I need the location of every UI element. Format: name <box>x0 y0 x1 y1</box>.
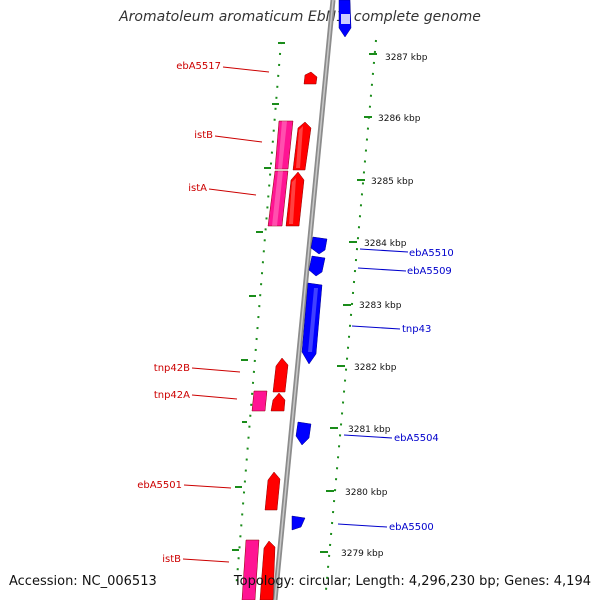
gene-tnp42A[interactable] <box>270 392 286 412</box>
kbp-label: 3282 kbp <box>354 363 397 373</box>
kbp-label: 3281 kbp <box>348 425 391 435</box>
kbp-labels: 3287 kbp 3286 kbp 3285 kbp 3284 kbp 3283… <box>341 53 428 559</box>
right-tick-track <box>325 39 377 591</box>
gene-highlights <box>272 121 318 352</box>
kbp-label: 3279 kbp <box>341 549 384 559</box>
forward-leader-lines <box>182 66 270 563</box>
gene-ebA5510[interactable] <box>310 236 328 255</box>
gene-label-ebA5500[interactable]: ebA5500 <box>389 522 434 533</box>
gene-istB-upper-repeat[interactable] <box>274 120 294 170</box>
kbp-label: 3285 kbp <box>371 177 414 187</box>
kbp-label: 3284 kbp <box>364 239 407 249</box>
gene-ebA5509[interactable] <box>308 255 326 277</box>
reverse-strand-genes <box>291 0 352 531</box>
gene-tnp42B[interactable] <box>272 357 289 393</box>
gene-ebA5517[interactable] <box>303 71 318 85</box>
accession-text: Accession: NC_006513 <box>9 574 157 589</box>
kbp-label: 3280 kbp <box>345 488 388 498</box>
forward-strand-genes <box>241 71 318 600</box>
gene-label-tnp42A[interactable]: tnp42A <box>154 390 190 401</box>
gene-label-tnp42B[interactable]: tnp42B <box>154 363 190 374</box>
gene-istB-upper[interactable] <box>292 121 312 171</box>
gene-ebA5501[interactable] <box>264 471 281 511</box>
gene-istA[interactable] <box>285 171 305 227</box>
left-major-ticks <box>232 42 285 551</box>
kbp-label: 3287 kbp <box>385 53 428 63</box>
gene-istB-lower-repeat[interactable] <box>241 539 260 600</box>
kbp-label: 3283 kbp <box>359 301 402 311</box>
gene-ebA5500[interactable] <box>291 515 306 531</box>
map-title: Aromatoleum aromaticum EbN1, complete ge… <box>119 9 481 25</box>
gene-label-istB-lower[interactable]: istB <box>162 554 181 565</box>
gene-label-ebA5517[interactable]: ebA5517 <box>176 61 221 72</box>
gene-label-ebA5501[interactable]: ebA5501 <box>137 480 182 491</box>
gene-istB-lower[interactable] <box>259 540 276 600</box>
gene-label-istA[interactable]: istA <box>188 183 207 194</box>
gene-label-ebA5509[interactable]: ebA5509 <box>407 266 452 277</box>
gene-top-clip-light <box>341 14 350 24</box>
gene-label-ebA5510[interactable]: ebA5510 <box>409 248 454 259</box>
gene-label-ebA5504[interactable]: ebA5504 <box>394 433 439 444</box>
reverse-leader-lines <box>337 248 409 528</box>
reverse-gene-labels: ebA5510 ebA5509 tnp43 ebA5504 ebA5500 <box>389 248 454 533</box>
gene-tnp43[interactable] <box>301 282 323 365</box>
gene-label-tnp43[interactable]: tnp43 <box>402 324 431 335</box>
gene-tnp42A-repeat[interactable] <box>251 390 268 412</box>
genome-summary-text: Topology: circular; Length: 4,296,230 bp… <box>233 574 591 589</box>
gene-ebA5504[interactable] <box>295 421 312 446</box>
gene-label-istB-upper[interactable]: istB <box>194 130 213 141</box>
gene-istA-repeat[interactable] <box>267 170 289 227</box>
forward-gene-labels: ebA5517 istB istA tnp42B tnp42A ebA5501 … <box>137 61 221 565</box>
kbp-label: 3286 kbp <box>378 114 421 124</box>
right-major-ticks <box>320 53 377 553</box>
